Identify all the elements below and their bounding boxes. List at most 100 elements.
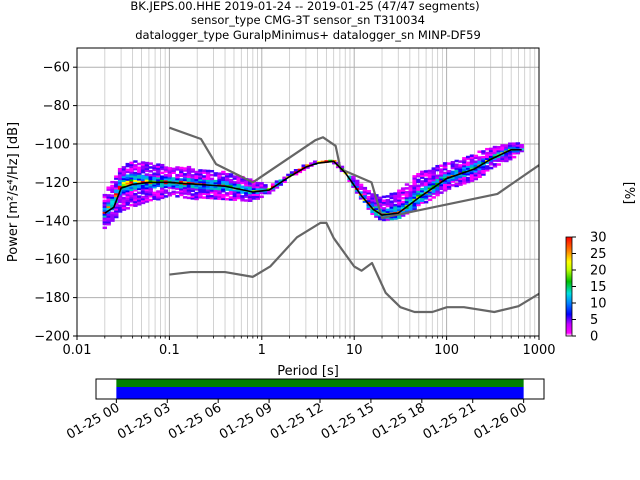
title-line-1: BK.JEPS.00.HHE 2019-01-24 -- 2019-01-25 …: [130, 0, 479, 13]
density-cell: [439, 174, 444, 177]
density-cell: [274, 180, 280, 183]
y-tick-label: −80: [43, 99, 70, 114]
density-cell: [232, 192, 238, 196]
density-cell: [481, 171, 486, 174]
density-cell: [240, 177, 245, 181]
density-cell: [439, 185, 444, 189]
density-cell: [462, 174, 467, 177]
density-cell: [137, 183, 142, 187]
density-cell: [416, 203, 421, 207]
density-cell: [140, 188, 146, 191]
density-cell: [370, 197, 375, 200]
density-cell: [454, 175, 459, 178]
density-cell: [351, 181, 356, 185]
density-cell: [427, 183, 433, 186]
density-cell: [221, 178, 226, 181]
density-cell: [488, 147, 494, 151]
density-cell: [385, 204, 391, 208]
density-cell: [404, 187, 410, 190]
density-cell: [137, 179, 142, 183]
density-cell: [443, 164, 448, 167]
density-cell: [133, 167, 138, 171]
density-cell: [439, 176, 444, 179]
density-cell: [209, 177, 215, 181]
density-cell: [496, 163, 501, 166]
density-cell: [473, 168, 479, 171]
density-cell: [194, 195, 199, 199]
density-cell: [420, 184, 425, 187]
density-cell: [244, 199, 249, 202]
density-cell: [121, 189, 127, 192]
density-cell: [236, 194, 241, 198]
density-cell: [423, 185, 429, 189]
density-cell: [140, 192, 146, 195]
density-cell: [427, 171, 433, 175]
density-cell: [175, 195, 180, 198]
density-cell: [420, 182, 425, 185]
density-cell: [190, 174, 195, 177]
density-cell: [121, 177, 127, 181]
density-cell: [251, 189, 257, 193]
density-cell: [465, 157, 471, 161]
density-cell: [117, 169, 123, 173]
density-cell: [366, 197, 371, 201]
density-cell: [492, 153, 498, 157]
density-cell: [347, 179, 352, 182]
density-cell: [477, 158, 482, 161]
density-cell: [423, 193, 429, 196]
density-cell: [427, 179, 433, 182]
density-cell: [106, 197, 111, 201]
density-cell: [198, 178, 203, 182]
density-cell: [186, 188, 192, 192]
density-cell: [397, 197, 402, 200]
density-cell: [488, 161, 494, 164]
density-cell: [156, 194, 161, 197]
density-cell: [504, 146, 509, 149]
density-cell: [129, 169, 134, 172]
density-cell: [102, 207, 108, 210]
density-cell: [209, 179, 215, 183]
timeline-tick-label: 01-25 03: [115, 400, 173, 442]
density-cell: [274, 186, 280, 189]
density-cell: [186, 165, 192, 169]
density-cell: [485, 153, 490, 157]
density-cell: [504, 159, 509, 163]
density-cell: [102, 201, 108, 205]
density-cell: [232, 181, 238, 184]
density-cell: [190, 187, 195, 191]
density-cell: [358, 183, 364, 187]
density-cell: [225, 180, 230, 184]
density-cell: [255, 185, 261, 189]
density-cell: [175, 185, 180, 188]
density-cell: [129, 200, 134, 203]
density-cell: [125, 195, 130, 199]
density-cell: [404, 208, 410, 211]
density-cell: [144, 196, 150, 199]
density-cell: [102, 222, 108, 226]
density-cell: [366, 199, 371, 203]
density-cell: [240, 197, 245, 200]
density-cell: [213, 179, 218, 183]
density-cell: [385, 210, 391, 214]
density-cell: [106, 203, 111, 207]
density-cell: [110, 217, 115, 220]
density-cell: [412, 186, 417, 190]
density-cell: [194, 197, 199, 201]
density-cell: [508, 142, 513, 146]
density-cell: [133, 177, 138, 181]
density-cell: [129, 186, 134, 190]
density-cell: [462, 157, 467, 160]
density-cell: [450, 184, 456, 187]
density-cell: [488, 162, 494, 166]
density-cell: [129, 192, 134, 195]
colorbar-tick-label: 15: [590, 280, 607, 295]
density-cell: [355, 185, 360, 188]
density-cell: [385, 198, 391, 202]
density-cell: [427, 177, 433, 180]
density-cell: [148, 191, 153, 194]
density-cell: [450, 178, 456, 181]
density-cell: [129, 198, 134, 201]
density-cell: [439, 187, 444, 191]
density-cell: [477, 160, 482, 163]
